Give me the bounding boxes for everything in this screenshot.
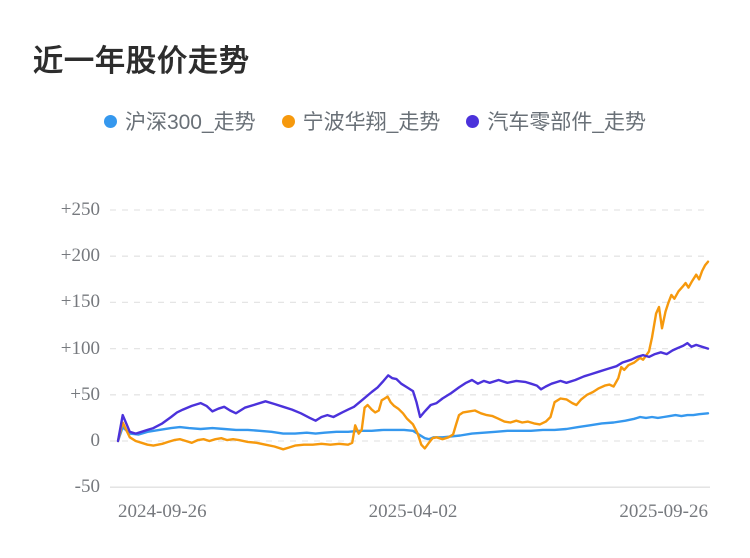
y-tick-label: +50: [70, 383, 100, 405]
y-tick-label: 0: [90, 430, 101, 451]
legend-dot-icon: [466, 114, 480, 128]
series-line-autoparts: [116, 341, 710, 443]
legend-dot-icon: [103, 114, 117, 128]
y-tick-label: +250: [60, 199, 100, 220]
y-tick-label: -50: [74, 476, 100, 498]
legend-label: 汽车零部件_走势: [487, 111, 647, 134]
legend-item-nbhx[interactable]: 宁波华翔_走势: [281, 106, 441, 136]
y-tick-label: +100: [60, 337, 100, 359]
legend-item-autoparts[interactable]: 汽车零部件_走势: [466, 106, 646, 136]
legend-item-hs300[interactable]: 沪深300_走势: [103, 106, 256, 136]
y-tick-label: +200: [60, 245, 100, 267]
legend-label: 沪深300_走势: [124, 111, 256, 134]
x-tick-label: 2025-09-26: [619, 501, 708, 522]
y-tick-label: +150: [60, 291, 100, 313]
page-title: 近一年股价走势: [33, 45, 250, 78]
chart-legend: 沪深300_走势 宁波华翔_走势 汽车零部件_走势: [0, 106, 750, 136]
series-line-hs300: [116, 412, 710, 443]
legend-label: 宁波华翔_走势: [302, 111, 441, 134]
series-lines: [116, 260, 710, 451]
series-line-nbhx: [116, 260, 710, 451]
x-tick-label: 2024-09-26: [118, 501, 207, 522]
legend-dot-icon: [281, 114, 295, 128]
gridlines: [110, 209, 710, 488]
x-tick-label: 2025-04-02: [368, 501, 458, 522]
